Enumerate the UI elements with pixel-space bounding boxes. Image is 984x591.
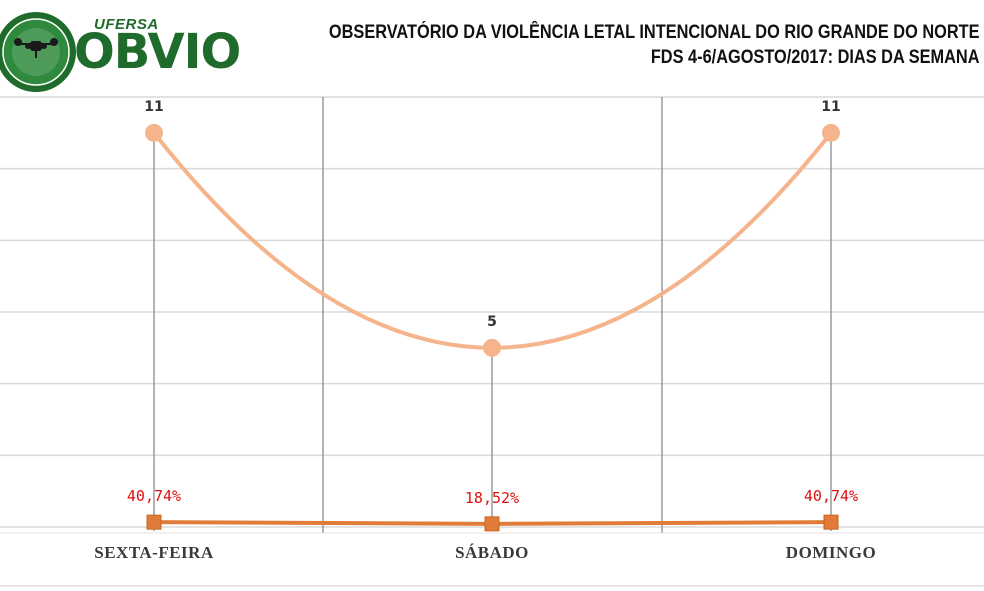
percent-point bbox=[484, 516, 500, 532]
percent-data-label: 40,74% bbox=[127, 487, 181, 505]
chart-title: OBSERVATÓRIO DA VIOLÊNCIA LETAL INTENCIO… bbox=[329, 20, 980, 70]
seal-icon bbox=[0, 12, 76, 92]
count-data-label: 11 bbox=[144, 99, 163, 115]
count-data-label: 11 bbox=[821, 99, 840, 115]
x-tick-label: SEXTA-FEIRA bbox=[94, 543, 214, 562]
percent-point bbox=[823, 514, 839, 530]
x-tick-label: DOMINGO bbox=[786, 543, 876, 562]
count-point bbox=[145, 123, 163, 142]
percent-data-label: 40,74% bbox=[804, 487, 858, 505]
obvio-logo-text: OBVIO bbox=[74, 24, 241, 80]
title-line-2: FDS 4-6/AGOSTO/2017: DIAS DA SEMANA bbox=[651, 47, 980, 68]
count-point bbox=[483, 338, 501, 357]
title-line-1: OBSERVATÓRIO DA VIOLÊNCIA LETAL INTENCIO… bbox=[329, 22, 980, 43]
university-logo-text: UFERSA bbox=[94, 16, 159, 33]
count-point bbox=[822, 123, 840, 142]
percent-data-label: 18,52% bbox=[465, 489, 519, 507]
percent-point bbox=[146, 514, 162, 530]
logo: UFERSA OBVIO bbox=[0, 0, 260, 96]
x-tick-label: SÁBADO bbox=[455, 543, 529, 562]
count-data-label: 5 bbox=[487, 314, 497, 330]
